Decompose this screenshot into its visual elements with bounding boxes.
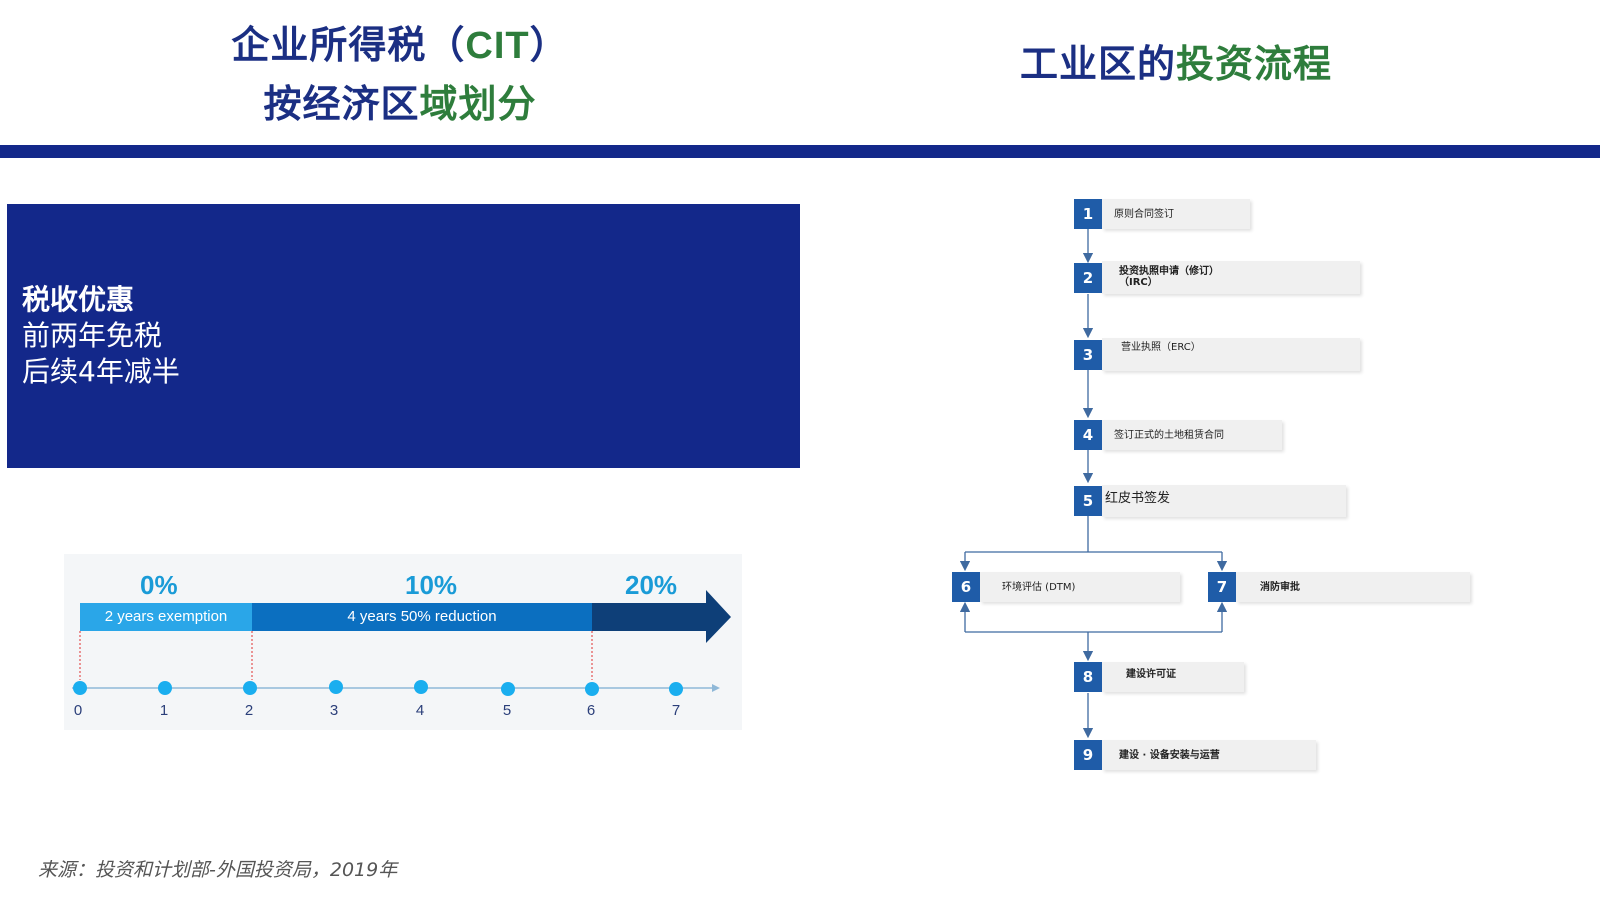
incentive-heading: 税收优惠 — [22, 283, 135, 316]
dot-2 — [243, 681, 257, 695]
left-title: 企业所得税（CIT） 按经济区域划分 — [200, 16, 600, 133]
step-2-number: 2 — [1074, 263, 1102, 293]
rate-0: 0% — [140, 570, 178, 600]
dot-4 — [414, 680, 428, 694]
step-1-box — [1102, 199, 1250, 229]
tick-2: 2 — [244, 702, 254, 719]
step-7-number: 7 — [1208, 572, 1236, 602]
tick-4: 4 — [415, 702, 425, 719]
step-9-label: 建设 · 设备安装与运营 — [1119, 750, 1220, 761]
step-1-label: 原则合同签订 — [1114, 209, 1174, 220]
tick-6: 6 — [586, 702, 596, 719]
tick-1: 1 — [159, 702, 169, 719]
tick-3: 3 — [329, 702, 339, 719]
dot-7 — [669, 682, 683, 696]
step-2-box — [1102, 261, 1360, 294]
tick-0: 0 — [73, 702, 83, 719]
step-5-label: 红皮书签发 — [1105, 491, 1171, 506]
incentive-box — [7, 204, 800, 468]
dot-3 — [329, 680, 343, 694]
step-7-label: 消防审批 — [1260, 582, 1300, 593]
step-9-box — [1102, 740, 1316, 770]
step-4-label: 签订正式的土地租赁合同 — [1114, 430, 1224, 441]
rate-20: 20% — [625, 570, 678, 600]
source-note: 来源：投资和计划部-外国投资局，2019年 — [38, 859, 398, 881]
arrow-20-percent — [592, 590, 731, 643]
step-3-box — [1102, 338, 1360, 371]
step-8-label: 建设许可证 — [1126, 669, 1176, 680]
step-4-number: 4 — [1074, 420, 1102, 450]
segment-reduction: 4 years 50% reduction — [252, 603, 592, 631]
step-2-label: 投资执照申请（修订） （IRC） — [1119, 266, 1219, 288]
header-divider — [0, 145, 1600, 158]
left-title-line1: 企业所得税（CIT） — [231, 23, 569, 67]
incentive-line1: 前两年免税 — [22, 319, 163, 352]
timeline-axis-arrow — [712, 684, 720, 692]
rate-10: 10% — [405, 570, 458, 600]
tick-5: 5 — [502, 702, 512, 719]
step-1-number: 1 — [1074, 199, 1102, 229]
step-9-number: 9 — [1074, 740, 1102, 770]
step-8-box — [1102, 662, 1244, 692]
step-6-label: 环境评估 (DTM) — [1002, 582, 1076, 593]
right-title: 工业区的投资流程 — [1020, 42, 1333, 86]
dot-6 — [585, 682, 599, 696]
dot-1 — [158, 681, 172, 695]
step-3-label: 营业执照（ERC） — [1121, 342, 1201, 353]
dot-5 — [501, 682, 515, 696]
dot-0 — [73, 681, 87, 695]
step-6-number: 6 — [952, 572, 980, 602]
incentive-text: 税收优惠 前两年免税 后续4年减半 — [22, 282, 180, 390]
timeline-panel — [64, 554, 742, 730]
left-title-line2: 按经济区域划分 — [263, 82, 537, 126]
incentive-line2: 后续4年减半 — [22, 355, 180, 388]
step-5-box — [1102, 485, 1346, 517]
segment-exemption: 2 years exemption — [80, 603, 252, 631]
step-4-box — [1102, 420, 1282, 450]
step-3-number: 3 — [1074, 340, 1102, 370]
step-6-box — [980, 572, 1180, 602]
step-5-number: 5 — [1074, 486, 1102, 516]
step-7-box — [1236, 572, 1470, 602]
step-8-number: 8 — [1074, 662, 1102, 692]
tick-7: 7 — [671, 702, 681, 719]
